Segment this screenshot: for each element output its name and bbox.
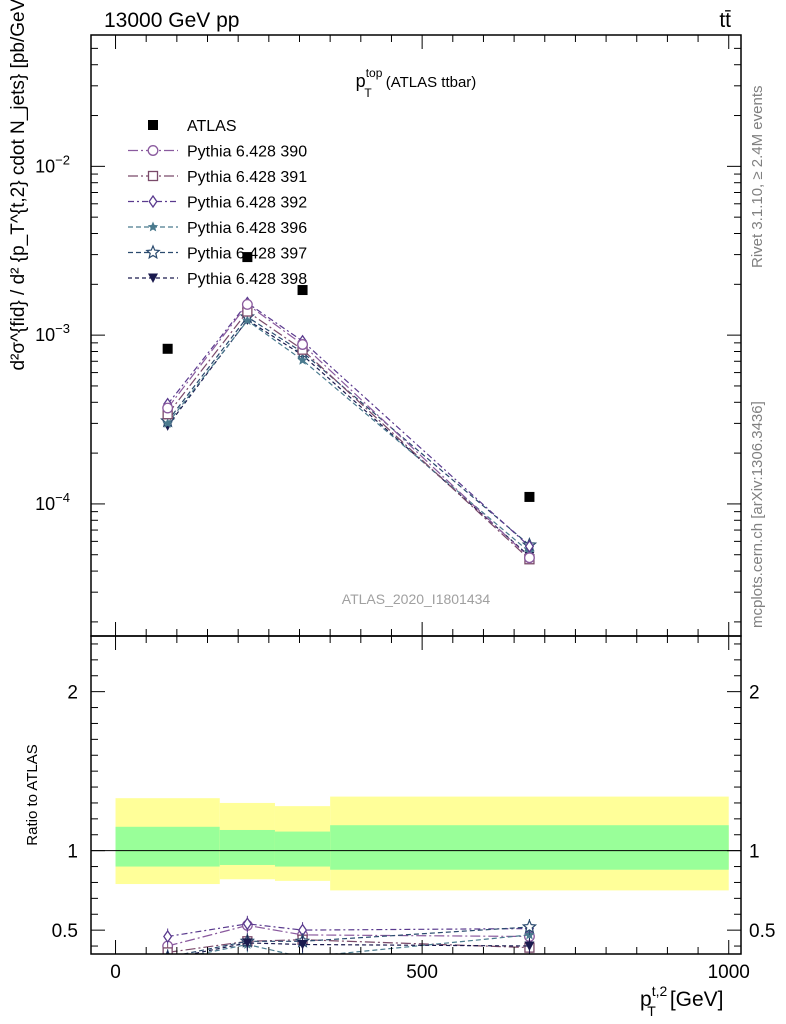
data-point: [242, 252, 253, 263]
ratio-y-tick-label: 0.5: [52, 921, 78, 942]
legend-marker: [147, 170, 159, 182]
data-point: [162, 417, 173, 428]
header-right: tt̄: [719, 9, 731, 32]
y-tick-label: 10−3: [35, 321, 70, 345]
series-line: [167, 316, 530, 546]
top-y-axis-label-text: d²σ^{fid} / d² {p_T^{t,2} cdot N_jets} […: [8, 0, 29, 371]
data-point: [524, 491, 535, 502]
ratio-panel: 0.5 0.5 1 1 2 2 0 500 1000 Ratio to ATLAS pt,2 T[…: [24, 635, 775, 1019]
ratio-point: [521, 918, 538, 934]
ratio-y-axis-label: Ratio to ATLAS: [24, 744, 41, 845]
legend-marker: [145, 244, 161, 260]
header-left: 13000 GeV pp: [104, 9, 239, 32]
series-line: [167, 303, 530, 559]
top-y-ticks: 10−4 10−3 10−2: [35, 34, 741, 636]
ratio-point: [301, 951, 304, 954]
legend-entry: Pythia 6.428 391: [128, 169, 307, 186]
ratio-point: [242, 917, 252, 931]
legend-label: ATLAS: [187, 118, 237, 135]
data-point: [162, 343, 173, 354]
legend-marker: [148, 120, 158, 130]
legend-marker: [148, 273, 158, 283]
data-point: [297, 339, 309, 350]
data-point: [162, 402, 174, 414]
data-point: [297, 354, 308, 365]
legend-marker: [148, 194, 158, 209]
ratio-point: [163, 929, 173, 944]
data-point: [242, 315, 253, 325]
ratio-point: [163, 954, 173, 964]
ratio-line: [167, 923, 530, 938]
green-band: [274, 831, 331, 867]
green-band: [330, 825, 729, 870]
series-pythia-6-428-398: [162, 315, 535, 562]
green-band: [219, 829, 275, 865]
x-tick-label: 1000: [708, 962, 750, 983]
ratio-point: [242, 938, 253, 948]
series-pythia-6-428-392: [163, 296, 535, 554]
ratio-line: [167, 924, 530, 947]
ratio-series: [162, 915, 538, 965]
legend-entry: Pythia 6.428 392: [128, 195, 307, 212]
series-pythia-6-428-391: [162, 306, 535, 565]
data-point: [523, 552, 535, 564]
mcplots-label: mcplots.cern.ch [arXiv:1306.3436]: [749, 401, 766, 628]
ratio-point: [524, 941, 535, 952]
legend-marker: [147, 145, 159, 156]
ratio-line: [188, 942, 530, 954]
ratio-y-tick-label: 1: [749, 842, 760, 863]
ratio-ticks: 0.5 0.5 1 1 2 2 0 500 1000: [52, 636, 775, 983]
legend-entry: Pythia 6.428 398: [128, 271, 307, 288]
ratio-y-tick-label: 1: [67, 842, 78, 863]
top-series: [160, 252, 538, 565]
series-line: [167, 319, 530, 557]
legend-marker: [147, 221, 159, 232]
x-axis-label: pt,2 T [GeV]: [640, 983, 724, 1019]
legend-entry: ATLAS: [148, 118, 237, 135]
ratio-frame: [90, 635, 742, 955]
green-band: [115, 826, 220, 867]
analysis-id: ATLAS_2020_I1801434: [342, 591, 491, 607]
series-line: [167, 310, 530, 560]
ratio-y-tick-label: 2: [749, 683, 760, 704]
ratio-y-tick-label: 2: [67, 683, 78, 704]
legend-label: Pythia 6.428 398: [187, 271, 307, 288]
legend-entry: Pythia 6.428 397: [128, 244, 307, 263]
x-axis-label-text: pt,2 T [GeV]: [640, 983, 724, 1019]
data-point: [297, 285, 308, 296]
x-tick-label: 0: [110, 962, 121, 983]
series-line: [167, 319, 530, 553]
legend-entry: Pythia 6.428 396: [128, 220, 307, 237]
plot-title: ptop T(ATLAS ttbar): [356, 66, 477, 100]
series-pythia-6-428-397: [160, 308, 538, 552]
legend-label: Pythia 6.428 391: [187, 169, 307, 186]
x-tick-label: 500: [406, 962, 438, 983]
legend-label: Pythia 6.428 390: [187, 144, 307, 161]
legend-label: Pythia 6.428 397: [187, 246, 307, 263]
series-pythia-6-428-396: [162, 315, 535, 557]
data-point: [241, 298, 253, 310]
legend-entry: Pythia 6.428 390: [128, 144, 307, 161]
ratio-line: [167, 939, 530, 953]
y-tick-label: 10−2: [35, 152, 70, 176]
series-atlas: [162, 252, 535, 502]
legend-label: Pythia 6.428 396: [187, 220, 307, 237]
ratio-point: [297, 939, 308, 950]
top-panel: 10−4 10−3 10−2 ptop T(ATLAS ttbar) ATLAS_20…: [8, 0, 742, 637]
ratio-y-tick-label: 0.5: [749, 921, 775, 942]
ratio-line: [196, 934, 530, 954]
series-pythia-6-428-390: [162, 298, 535, 564]
legend: ATLAS Pythia 6.428 390 Pythia 6.428 391 Pyt…: [128, 118, 307, 288]
legend-label: Pythia 6.428 392: [187, 195, 307, 212]
ratio-series-pythia-6-428-397: [165, 918, 538, 954]
uncertainty-bands: [115, 796, 729, 891]
data-point: [524, 539, 535, 554]
y-tick-label: 10−4: [35, 490, 70, 514]
ratio-point: [162, 955, 173, 965]
top-y-axis-label: d²σ^{fid} / d² {p_T^{t,2} cdot N_jets} […: [8, 0, 29, 371]
rivet-label: Rivet 3.1.10, ≥ 2.4M events: [749, 86, 766, 269]
